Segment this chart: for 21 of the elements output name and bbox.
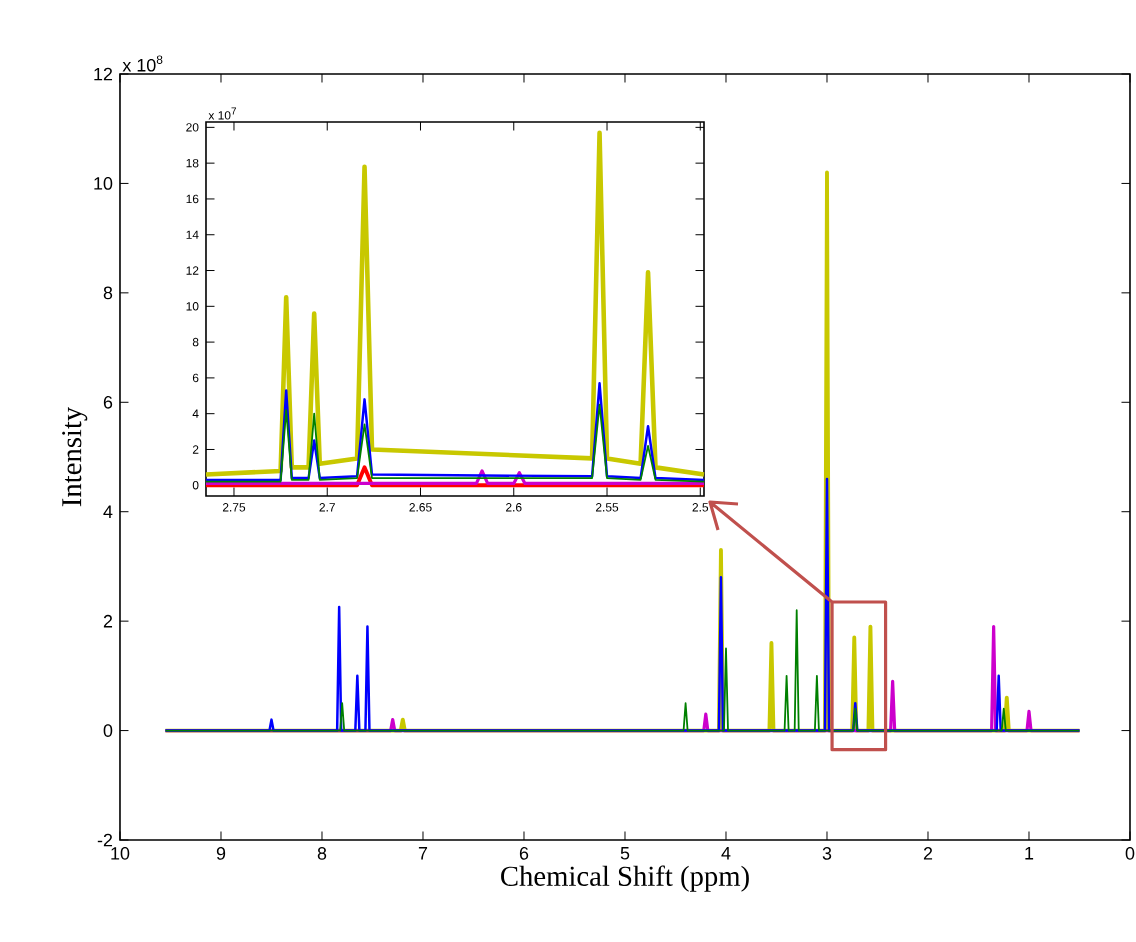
y-tick-label: 0 bbox=[103, 724, 113, 737]
x-tick-label: 2 bbox=[923, 847, 933, 860]
y-tick-label: -2 bbox=[97, 833, 113, 847]
x-tick-label: 9 bbox=[216, 847, 226, 860]
y-tick-label: 8 bbox=[103, 286, 113, 300]
y-axis-title: Intensity bbox=[62, 406, 88, 507]
x-axis-title: Chemical Shift (ppm) bbox=[501, 865, 749, 892]
text: x 10$^{8}$ bbox=[122, 55, 163, 72]
y-tick-label: 2 bbox=[103, 614, 113, 628]
x-tick-label: 4 bbox=[721, 847, 731, 860]
x-tick-label: 5 bbox=[620, 847, 630, 860]
x-tick-label: 7 bbox=[418, 847, 428, 860]
x-tick-label: 10 bbox=[111, 847, 130, 860]
x-tick-label: 0 bbox=[1125, 847, 1135, 860]
x-tick-label: 3 bbox=[822, 847, 832, 860]
y-tick-label: 6 bbox=[103, 395, 113, 409]
y-tick-label: 12 bbox=[94, 67, 113, 81]
y-tick-label: 10 bbox=[94, 177, 113, 190]
x-tick-label: 1 bbox=[1025, 847, 1034, 860]
x-tick-label: 8 bbox=[317, 847, 327, 860]
x-tick-label: 6 bbox=[519, 847, 529, 860]
